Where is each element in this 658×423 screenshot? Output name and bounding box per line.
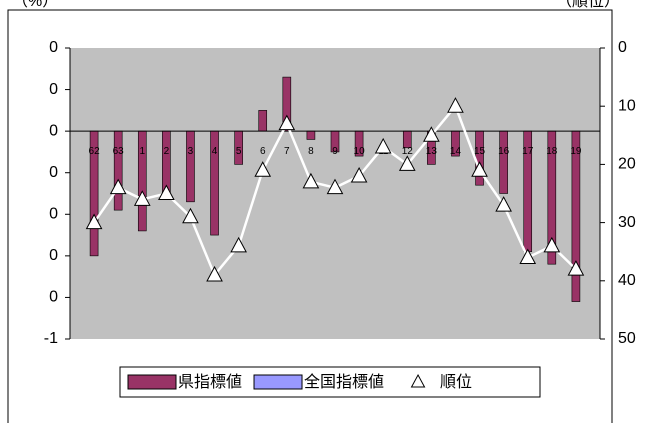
x-tick-label: 19 [570,146,582,157]
x-tick-label: 18 [546,146,558,157]
x-tick-label: 7 [284,146,290,157]
legend-box [119,366,541,398]
rank-marker [543,236,561,253]
rank-marker [254,161,272,177]
x-tick-label: 14 [450,146,462,157]
y2-axis-label: （順位） [556,0,620,10]
legend-swatch [127,374,177,390]
legend-swatch [253,374,303,390]
y-tick-label: 0 [49,289,58,306]
rank-marker [495,196,512,212]
x-tick-label: 15 [474,146,486,157]
x-tick-label: 62 [89,146,101,157]
y-axis-label: （%） [12,0,58,10]
legend-label: 順位 [440,373,472,391]
bar [499,130,508,194]
rank-marker [278,114,296,131]
x-tick-label: 8 [308,146,314,157]
x-tick-label: 4 [212,146,218,157]
rank-marker [133,190,151,206]
x-tick-label: 17 [522,146,534,157]
rank-marker [326,178,344,195]
x-tick-label: 6 [260,146,266,157]
y2-tick-label: 30 [618,214,636,231]
y2-tick-label: 20 [618,156,636,173]
y-tick-label: 0 [49,206,58,223]
rank-marker [471,161,488,177]
rank-marker [85,213,103,230]
y2-tick-label: 50 [618,330,636,347]
legend-label: 県指標値 [178,373,242,391]
bar [186,130,195,203]
rank-marker [567,260,585,276]
y-tick-label: 0 [49,122,58,139]
x-tick-label: 12 [402,146,414,157]
y2-tick-label: 40 [618,272,636,289]
rank-marker [374,137,392,154]
x-tick-label: 16 [498,146,510,157]
rank-marker [519,248,537,265]
rank-marker [109,178,127,195]
y-tick-label: 0 [49,247,58,264]
x-tick-label: 3 [188,146,194,157]
y-tick-label: 0 [49,39,58,56]
rank-marker [350,166,368,183]
x-tick-label: 13 [426,146,438,157]
rank-marker [423,126,440,142]
y-tick-label: 0 [49,81,58,98]
x-tick-label: 9 [332,146,338,157]
y-tick-label: 0 [49,164,58,181]
rank-marker [230,236,247,253]
rank-marker [302,172,320,189]
x-tick-label: 2 [164,146,170,157]
rank-marker [398,155,416,171]
x-tick-label: 10 [354,146,366,157]
bar [113,130,123,211]
bar [475,130,484,186]
x-tick-label: 5 [236,146,242,157]
x-tick-label: 63 [113,146,125,157]
rank-marker [182,207,199,224]
y-tick-label: -1 [44,330,58,347]
y2-tick-label: 0 [618,39,627,56]
bar [258,110,268,132]
rank-marker [447,97,464,113]
x-tick-label: 1 [139,146,145,157]
bar [162,130,171,194]
rank-marker [206,265,223,282]
legend-marker [410,373,426,388]
legend-label: 全国指標値 [304,373,384,391]
bar [306,130,316,140]
y2-tick-label: 10 [618,97,636,114]
rank-marker [158,184,175,200]
